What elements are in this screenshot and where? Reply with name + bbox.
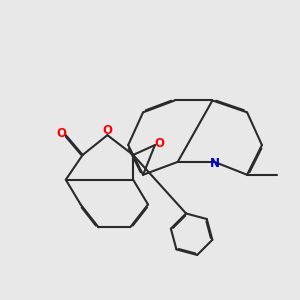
- Text: O: O: [102, 124, 112, 137]
- Text: O: O: [56, 127, 66, 140]
- Text: N: N: [209, 157, 219, 170]
- Text: O: O: [154, 137, 164, 150]
